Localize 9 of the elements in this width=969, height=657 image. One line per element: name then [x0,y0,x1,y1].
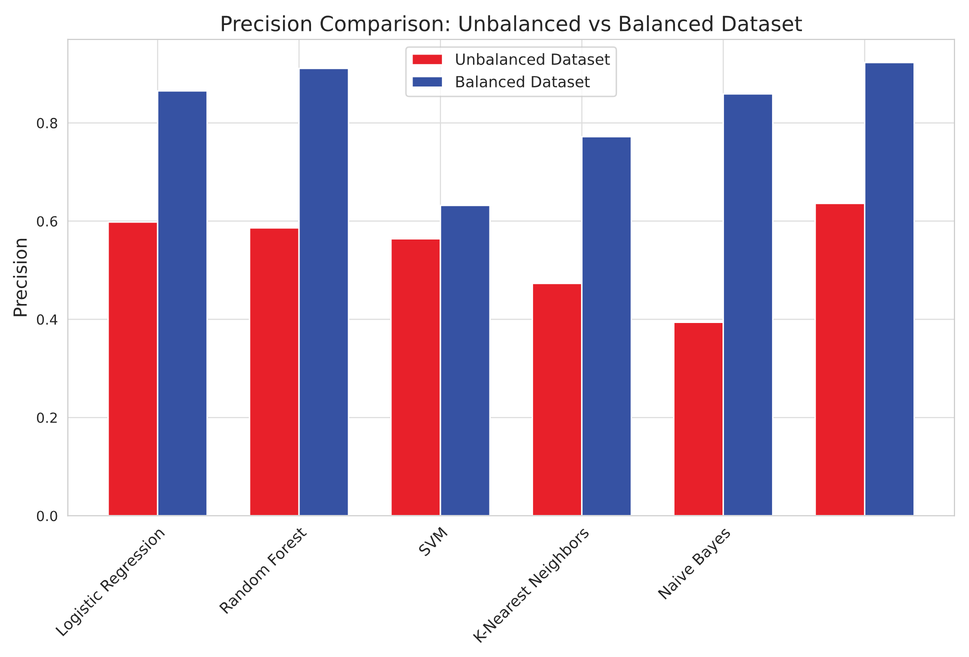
y-tick-label: 0.6 [36,216,58,227]
y-tick-label: 0.8 [36,118,58,128]
y-axis-title: Precision [12,238,27,316]
y-tick-label: 0.2 [36,412,57,424]
legend-label: Unbalanced Dataset [456,53,610,65]
y-tick-label: 0.0 [36,510,58,522]
legend-label: Balanced Dataset [456,76,590,88]
chart-title: Precision Comparison: Unbalanced vs Balanced Dataset [222,15,802,36]
y-tick-label: 0.4 [36,314,58,325]
